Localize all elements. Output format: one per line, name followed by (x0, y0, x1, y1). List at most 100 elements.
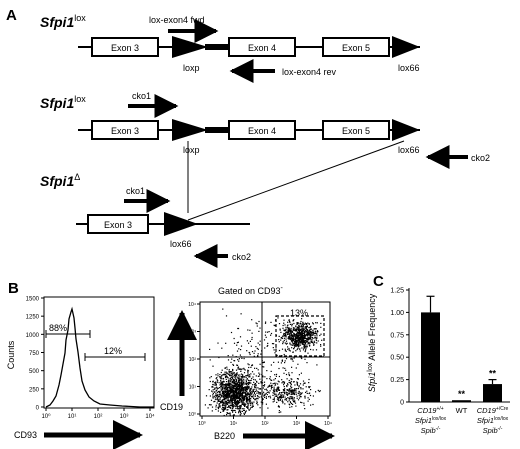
event-dot (245, 393, 247, 395)
event-dot (266, 389, 268, 391)
event-dot (234, 401, 236, 403)
event-dot (243, 404, 245, 406)
event-dot (245, 375, 247, 377)
event-dot (308, 382, 310, 384)
event-dot (235, 374, 237, 376)
allele-sup: lox (74, 94, 86, 104)
event-dot (224, 387, 226, 389)
category-label: Spib-/- (421, 426, 441, 435)
event-dot (215, 398, 217, 401)
event-dot (310, 328, 312, 330)
event-dot (239, 395, 241, 397)
event-dot (263, 361, 265, 363)
event-dot (224, 376, 227, 379)
event-dot (284, 403, 286, 405)
event-dot (299, 335, 301, 337)
event-dot (236, 392, 238, 394)
event-dot (227, 399, 229, 402)
event-dot (320, 326, 322, 328)
event-dot (283, 382, 285, 384)
event-dot (241, 393, 243, 395)
event-dot (301, 333, 303, 335)
event-dot (210, 376, 212, 378)
allele-sup: Δ (74, 172, 80, 182)
event-dot (236, 344, 238, 346)
event-dot (252, 396, 254, 398)
event-dot (226, 397, 228, 399)
event-dot (275, 382, 277, 384)
event-dot (278, 411, 280, 414)
ytick-label: 500 (29, 369, 40, 375)
event-dot (306, 326, 308, 328)
event-dot (295, 344, 297, 346)
event-dot (246, 382, 248, 384)
event-dot (272, 383, 274, 385)
category-label: Sfpi1lox/lox (477, 416, 509, 425)
event-dot (292, 389, 294, 391)
event-dot (243, 413, 245, 415)
event-dot (297, 363, 299, 365)
event-dot (269, 385, 271, 387)
event-dot (227, 384, 229, 386)
event-dot (212, 365, 214, 367)
event-dot (211, 390, 213, 392)
event-dot (231, 377, 234, 379)
event-dot (264, 396, 266, 398)
event-dot (259, 373, 261, 375)
event-dot (235, 401, 237, 404)
event-dot (288, 379, 290, 382)
bar (421, 312, 440, 402)
ytick-label: 750 (29, 351, 40, 357)
event-dot (236, 387, 239, 389)
event-dot (234, 387, 236, 390)
event-dot (279, 328, 281, 330)
loxp-triangle (172, 119, 208, 141)
event-dot (238, 380, 241, 382)
event-dot (321, 339, 323, 341)
event-dot (241, 376, 243, 378)
event-dot (293, 348, 295, 350)
event-dot (278, 397, 280, 399)
event-dot (225, 373, 227, 375)
event-dot (316, 333, 318, 335)
event-dot (215, 383, 217, 385)
event-dot (258, 330, 260, 332)
event-dot (232, 354, 234, 356)
event-dot (280, 396, 282, 398)
event-dot (293, 342, 295, 345)
event-dot (247, 385, 249, 387)
event-dot (217, 390, 219, 393)
event-dot (209, 377, 211, 379)
event-dot (243, 408, 245, 410)
event-dot (287, 397, 289, 399)
event-dot (251, 386, 253, 388)
event-dot (277, 396, 279, 398)
event-dot (257, 355, 259, 357)
event-dot (302, 349, 305, 351)
event-dot (270, 334, 272, 336)
site-label: lox66 (398, 145, 420, 155)
event-dot (244, 391, 246, 393)
primer-label: cko2 (232, 252, 251, 262)
event-dot (230, 392, 232, 394)
event-dot (295, 367, 297, 369)
event-dot (227, 386, 229, 389)
event-dot (244, 395, 246, 398)
event-dot (259, 363, 261, 365)
significance-stars: ** (458, 389, 466, 399)
event-dot (232, 414, 234, 416)
event-dot (253, 392, 256, 394)
event-dot (215, 381, 217, 383)
event-dot (216, 397, 218, 399)
event-dot (237, 327, 240, 330)
event-dot (320, 322, 322, 324)
xtick-label: 10⁴ (324, 421, 332, 427)
event-dot (231, 400, 233, 402)
event-dot (249, 404, 252, 406)
event-dot (223, 393, 225, 396)
event-dot (243, 409, 245, 411)
event-dot (315, 322, 317, 324)
event-dot (287, 330, 289, 332)
event-dot (244, 404, 246, 406)
event-dot (294, 330, 296, 332)
